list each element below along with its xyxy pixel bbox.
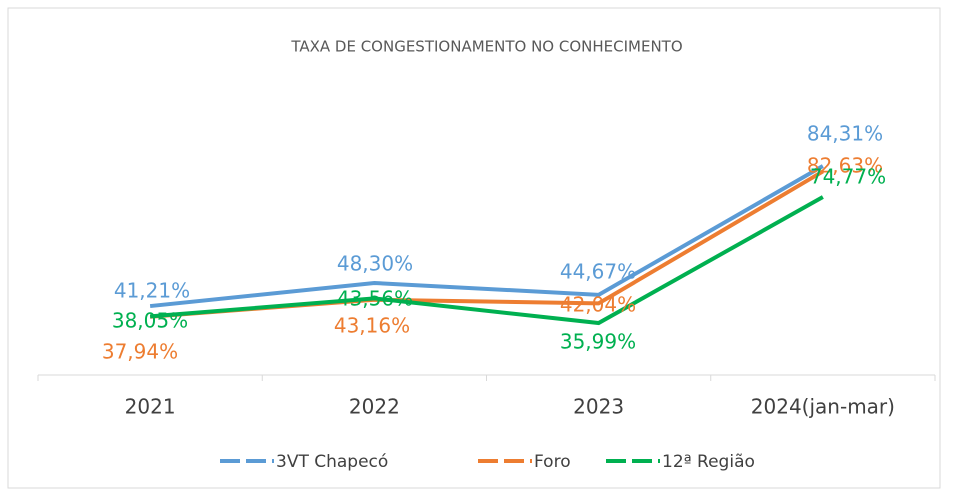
series-line — [149, 164, 824, 309]
x-tick-label: 2023 — [573, 395, 624, 419]
data-label: 35,99% — [560, 330, 636, 354]
legend-label: Foro — [534, 452, 571, 472]
data-label: 44,67% — [560, 260, 636, 284]
data-label: 84,31% — [807, 122, 883, 146]
chart-title: TAXA DE CONGESTIONAMENTO NO CONHECIMENTO — [290, 38, 682, 56]
x-tick-label: 2022 — [349, 395, 400, 419]
data-label: 48,30% — [337, 252, 413, 276]
data-label: 43,16% — [334, 314, 410, 338]
data-label: 37,94% — [102, 340, 178, 364]
data-label: 74,77% — [810, 165, 886, 189]
data-label: 42,04% — [560, 293, 636, 317]
data-label: 43,56% — [337, 287, 413, 311]
data-label: 38,05% — [112, 309, 188, 333]
series-line — [149, 195, 824, 326]
data-label: 41,21% — [114, 279, 190, 303]
data-label: 82,63% — [807, 154, 883, 178]
legend-label: 12ª Região — [662, 452, 755, 472]
legend-label: 3VT Chapecó — [276, 452, 388, 472]
x-tick-label: 2021 — [125, 395, 176, 419]
chart-border — [7, 7, 941, 489]
x-tick-label: 2024(jan-mar) — [751, 395, 895, 419]
